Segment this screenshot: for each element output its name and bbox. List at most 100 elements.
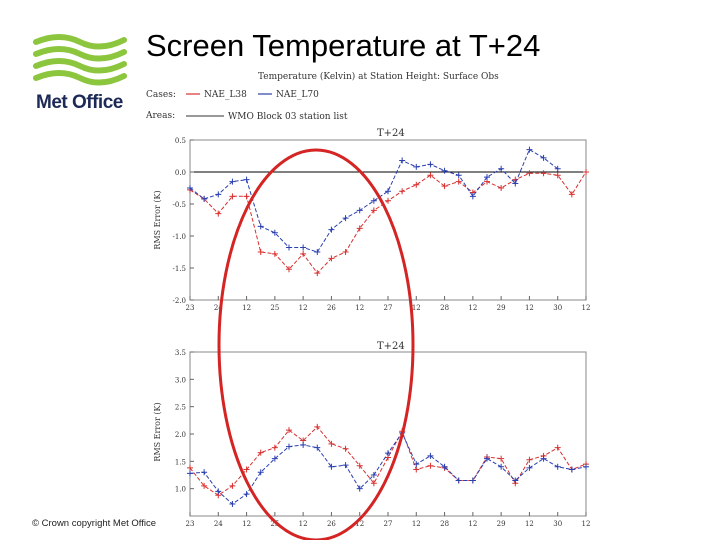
data-point-nae-l70: [554, 165, 561, 172]
data-point-nae-l38: [526, 456, 533, 463]
slide-title: Screen Temperature at T+24: [146, 28, 541, 63]
x-tick-label: 29: [497, 304, 506, 312]
x-tick-label: 28: [440, 304, 449, 312]
data-point-nae-l70: [455, 477, 462, 484]
logo-text: Met Office: [36, 92, 123, 113]
panel-bottom-frame: [189, 351, 587, 517]
y-tick-label: 0.5: [175, 137, 186, 145]
data-point-nae-l38: [243, 193, 250, 200]
legend: NAE_L38 NAE_L70: [186, 90, 319, 100]
x-tick-label: 12: [242, 520, 251, 528]
series-line-nae-l70: [189, 148, 559, 253]
data-point-nae-l38: [257, 449, 264, 456]
data-point-nae-l38: [370, 480, 377, 487]
y-tick-label: 0.0: [175, 169, 186, 177]
x-tick-label: 12: [242, 304, 251, 312]
y-tick-label: 1.5: [175, 458, 186, 466]
panel-top-frame: [189, 139, 587, 301]
x-tick-label: 24: [214, 520, 223, 528]
data-point-nae-l38: [356, 462, 363, 469]
data-point-nae-l70: [314, 444, 321, 451]
data-point-nae-l38: [568, 191, 575, 198]
data-point-nae-l70: [455, 172, 462, 179]
data-point-nae-l70: [484, 174, 490, 181]
data-point-nae-l38: [243, 466, 250, 473]
x-tick-label: 12: [412, 304, 421, 312]
x-tick-label: 12: [299, 520, 308, 528]
data-point-nae-l70: [356, 485, 363, 492]
panel-top-plot: 0.5 0.0 -0.5 -1.0 -1.5 -2.023 24 12 25 12 26 12 27 12…: [173, 137, 591, 312]
data-point-nae-l38: [399, 188, 406, 195]
x-tick-label: 30: [553, 304, 562, 312]
y-tick-label: 3.0: [175, 376, 186, 384]
data-point-nae-l70: [229, 178, 236, 185]
x-tick-label: 23: [186, 304, 195, 312]
data-point-nae-l70: [257, 469, 264, 476]
panel-top-title: T+24: [377, 128, 405, 139]
data-point-nae-l38: [554, 444, 561, 451]
data-point-nae-l38: [342, 445, 349, 452]
data-point-nae-l70: [399, 157, 406, 164]
y-tick-label: 2.5: [175, 404, 186, 412]
x-tick-label: 28: [440, 520, 449, 528]
data-point-nae-l70: [300, 441, 307, 448]
panel-top-ylabel: RMS Error (K): [153, 190, 162, 249]
data-point-nae-l38: [498, 185, 505, 191]
legend-label-nae-l38: NAE_L38: [204, 90, 247, 100]
data-point-nae-l70: [215, 191, 222, 198]
x-tick-label: 25: [270, 304, 279, 312]
data-point-nae-l70: [328, 226, 335, 233]
data-point-nae-l38: [271, 444, 278, 451]
x-tick-label: 12: [582, 304, 591, 312]
data-point-nae-l38: [413, 466, 420, 473]
data-point-nae-l70: [484, 455, 490, 462]
legend-label-nae-l70: NAE_L70: [276, 90, 319, 100]
data-point-nae-l70: [370, 472, 377, 478]
data-point-nae-l38: [187, 464, 193, 471]
x-tick-label: 26: [327, 520, 336, 528]
data-point-nae-l38: [257, 249, 264, 255]
data-point-nae-l70: [370, 197, 377, 204]
data-point-nae-l70: [540, 154, 547, 161]
y-tick-label: 3.5: [175, 349, 186, 357]
data-point-nae-l70: [413, 461, 420, 468]
data-point-nae-l70: [342, 215, 349, 222]
x-tick-label: 12: [468, 520, 477, 528]
x-tick-label: 12: [525, 304, 534, 312]
x-tick-label: 30: [553, 520, 562, 528]
data-point-nae-l70: [512, 477, 519, 484]
data-point-nae-l70: [286, 244, 292, 251]
data-point-nae-l38: [427, 172, 434, 179]
data-point-nae-l70: [526, 146, 533, 153]
data-point-nae-l70: [271, 229, 278, 236]
data-point-nae-l38: [413, 181, 420, 188]
x-tick-label: 23: [186, 520, 195, 528]
y-tick-label: 1.0: [175, 486, 186, 494]
y-tick-label: 2.0: [175, 431, 186, 439]
x-tick-label: 27: [384, 304, 393, 312]
data-point-nae-l38: [215, 210, 222, 217]
data-point-nae-l70: [498, 463, 505, 470]
data-point-nae-l38: [229, 193, 236, 200]
x-tick-label: 12: [525, 520, 534, 528]
data-point-nae-l70: [342, 462, 349, 469]
data-point-nae-l70: [540, 455, 547, 462]
data-point-nae-l70: [441, 463, 448, 470]
data-point-nae-l70: [583, 463, 589, 470]
data-point-nae-l38: [314, 270, 321, 277]
x-tick-label: 29: [497, 520, 506, 528]
data-point-nae-l70: [243, 176, 250, 183]
data-point-nae-l70: [427, 161, 434, 168]
data-point-nae-l38: [356, 225, 363, 232]
data-point-nae-l38: [441, 183, 448, 190]
data-point-nae-l70: [314, 249, 321, 255]
data-point-nae-l38: [271, 250, 278, 257]
data-point-nae-l70: [187, 185, 193, 191]
chart-header: Temperature (Kelvin) at Station Height: …: [258, 71, 499, 82]
data-point-nae-l70: [385, 450, 391, 457]
series-line-nae-l38: [189, 171, 587, 274]
data-point-nae-l70: [257, 223, 264, 230]
x-tick-label: 12: [355, 304, 364, 312]
data-point-nae-l70: [215, 488, 222, 495]
data-point-nae-l70: [568, 466, 575, 473]
